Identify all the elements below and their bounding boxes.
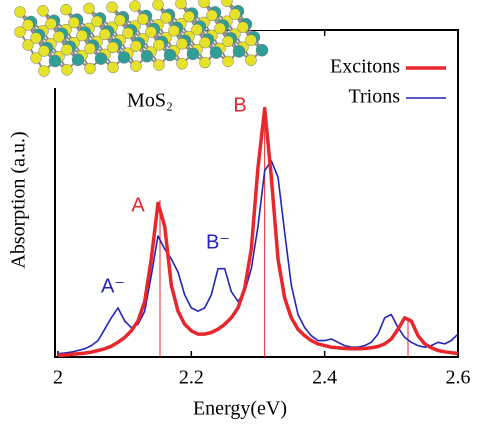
atom — [122, 27, 134, 39]
atom — [91, 15, 103, 28]
atom — [61, 64, 73, 76]
atom — [198, 0, 210, 9]
atom — [130, 60, 142, 72]
atom — [160, 12, 172, 24]
atom — [214, 22, 226, 35]
atom — [53, 31, 65, 43]
atom — [191, 23, 203, 36]
atom — [48, 54, 62, 68]
atom — [106, 1, 118, 13]
atom — [175, 0, 187, 10]
atom — [68, 16, 80, 29]
peak-label: A⁻ — [101, 275, 125, 297]
atom — [30, 32, 42, 44]
atom — [137, 13, 149, 25]
atom — [130, 40, 142, 52]
atom — [83, 2, 95, 15]
atom — [232, 45, 246, 58]
atom — [84, 42, 96, 55]
atom — [114, 14, 126, 26]
atom — [153, 39, 165, 51]
atom — [60, 3, 72, 16]
legend-label: Trions — [348, 86, 400, 108]
series-line — [57, 106, 459, 358]
series-line — [57, 160, 459, 355]
atom — [117, 51, 131, 64]
atom — [99, 28, 111, 41]
peak-label: A — [131, 194, 145, 216]
atom — [45, 18, 57, 30]
atom — [71, 53, 85, 67]
atom — [61, 44, 73, 56]
molecule-illustration — [0, 0, 280, 88]
atom — [107, 61, 119, 74]
x-tick-label: 2.2 — [179, 367, 204, 389]
atom — [221, 0, 233, 7]
atom — [76, 29, 88, 42]
y-axis-label: Absorption (a.u.) — [8, 131, 30, 268]
atom — [14, 6, 26, 18]
atom — [38, 45, 50, 57]
peak-label: B — [233, 94, 246, 116]
peak-label: B⁻ — [206, 231, 230, 253]
atom — [206, 9, 218, 22]
atom — [107, 41, 119, 54]
atom — [14, 26, 26, 38]
atom — [22, 39, 34, 51]
atom — [245, 34, 257, 46]
atom — [38, 65, 50, 77]
atom — [222, 55, 234, 68]
atom — [140, 49, 154, 63]
x-axis-label: Energy(eV) — [193, 398, 287, 420]
atom — [94, 52, 108, 65]
x-tick-label: 2.4 — [312, 367, 337, 389]
atom — [84, 62, 96, 75]
legend-label: Excitons — [330, 56, 400, 78]
atom — [176, 38, 188, 50]
atom — [237, 21, 249, 33]
atom — [30, 52, 42, 64]
atom — [245, 54, 257, 66]
atom — [22, 19, 34, 31]
atom — [163, 48, 177, 62]
atom — [209, 46, 223, 59]
atom — [199, 56, 211, 69]
atom — [183, 10, 195, 23]
x-tick-label: 2.6 — [446, 367, 471, 389]
atom — [229, 8, 241, 20]
atom — [168, 25, 180, 37]
atom — [199, 36, 211, 49]
x-tick-label: 2 — [53, 367, 63, 389]
atom — [176, 58, 188, 70]
atom — [152, 0, 164, 11]
inset-label: MoS₂ — [127, 90, 173, 112]
atom — [186, 47, 200, 61]
atom — [153, 59, 165, 71]
atom — [222, 35, 234, 48]
atom — [129, 0, 141, 12]
atom — [255, 43, 269, 57]
atom — [37, 5, 49, 17]
atom — [145, 26, 157, 38]
